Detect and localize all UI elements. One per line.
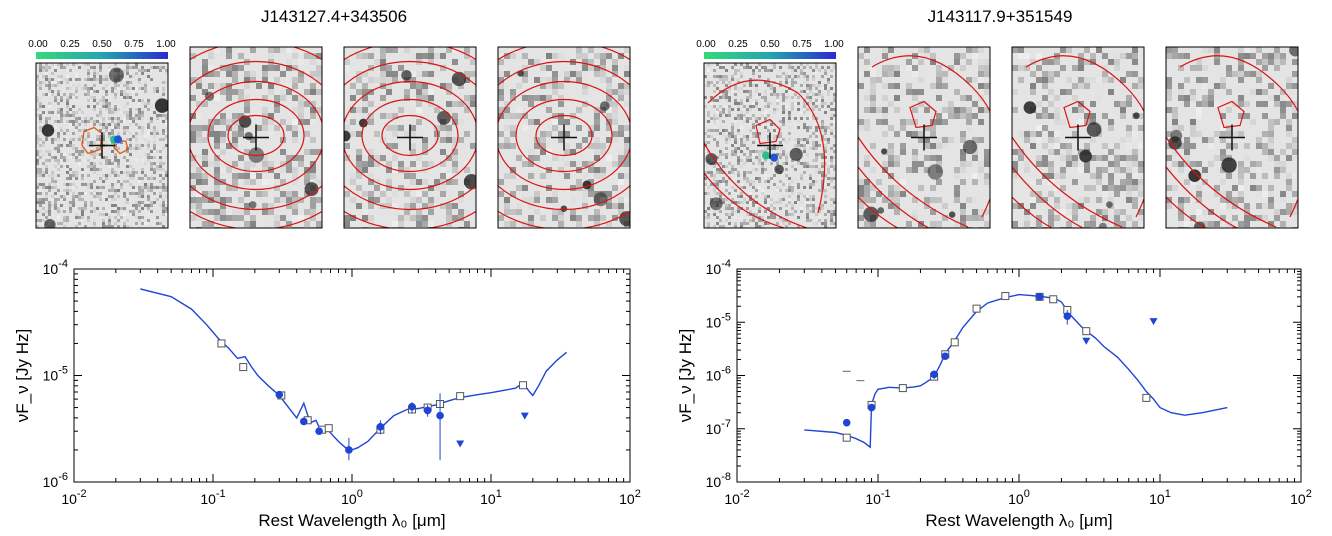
observed-point <box>1035 293 1044 301</box>
model-point <box>1049 295 1058 304</box>
x-tick-label: 102 <box>619 488 641 507</box>
thumbnail-frame <box>189 46 323 229</box>
y-tick-label: 10-4 <box>706 258 731 277</box>
upper-limit-marker <box>1149 318 1158 326</box>
colorbar-tick: 0.75 <box>792 39 812 50</box>
model-point <box>1142 393 1151 402</box>
model-point <box>239 363 248 372</box>
colorbar-tick: 0.50 <box>92 39 112 50</box>
x-tick-label: 100 <box>341 488 363 507</box>
observed-point <box>1063 312 1072 320</box>
y-tick-label: 10-5 <box>43 365 68 384</box>
image-thumbnail <box>1165 46 1299 229</box>
model-point <box>456 392 465 401</box>
thumbnail-frame <box>857 46 991 229</box>
colorbar-tick: 0.25 <box>728 39 748 50</box>
model-point <box>898 384 907 393</box>
colorbar-tick: 0.25 <box>60 39 80 50</box>
image-thumbnail <box>703 62 837 229</box>
observed-point <box>376 422 385 431</box>
x-tick-label: 10-2 <box>61 488 86 507</box>
image-thumbnails <box>35 46 1299 229</box>
image-thumbnail <box>857 46 991 229</box>
colorbar-left: 0.00 0.25 0.50 0.75 1.00 <box>28 39 176 59</box>
x-axis-label: Rest Wavelength λ₀ [μm] <box>925 511 1112 530</box>
observed-point <box>408 402 416 411</box>
thumbnail-frame <box>703 62 837 229</box>
x-tick-label: 102 <box>1290 488 1312 507</box>
image-thumbnail <box>189 46 323 229</box>
colorbar-tick: 0.00 <box>696 39 716 50</box>
image-thumbnail <box>497 46 631 229</box>
x-tick-label: 101 <box>480 488 502 507</box>
observed-point <box>867 403 876 412</box>
x-tick-label: 100 <box>1008 488 1030 507</box>
upper-limit-marker <box>1082 337 1091 345</box>
thumbnail-frame <box>497 46 631 229</box>
observed-point <box>941 352 950 361</box>
model-point <box>1082 327 1091 336</box>
image-thumbnail <box>35 62 169 229</box>
upper-limit-marker <box>456 440 465 448</box>
observed-point <box>423 406 432 415</box>
model-point <box>324 424 333 433</box>
y-axis-label: νF_ν [Jy Hz] <box>676 329 695 423</box>
observed-point <box>345 446 353 454</box>
thumbnail-frame <box>343 46 477 229</box>
model-point <box>519 381 528 390</box>
model-point <box>842 433 851 442</box>
plot-frame <box>736 268 1302 483</box>
thumbnail-frame <box>1165 46 1299 229</box>
upper-limit-marker <box>520 412 529 420</box>
colorbar-tick: 1.00 <box>824 39 844 50</box>
sed-plot-left: 10-2 10-1 100 101 102 10-6 10-5 10-4 Rest Wavele… <box>13 258 641 530</box>
thumbnail-frame <box>35 62 169 229</box>
observed-point <box>299 417 308 426</box>
observed-point <box>842 418 851 427</box>
thumbnail-frame <box>1011 46 1145 229</box>
sed-plot-right: 10-2 10-1 100 101 102 10-8 10-7 10-6 10-5 10-4 Res… <box>676 258 1312 530</box>
model-sed-curve <box>804 293 1228 449</box>
x-tick-label: 10-2 <box>724 488 749 507</box>
image-thumbnail <box>343 46 477 229</box>
model-point <box>217 339 226 348</box>
image-thumbnail <box>1011 46 1145 229</box>
colorbar-right: 0.00 0.25 0.50 0.75 1.00 <box>696 39 844 59</box>
colorbar-tick: 0.50 <box>760 39 780 50</box>
model-sed-curve <box>140 288 568 451</box>
colorbar-tick: 0.00 <box>28 39 48 50</box>
y-tick-label: 10-4 <box>43 258 68 277</box>
panel-title-left: J143127.4+343506 <box>261 7 407 26</box>
y-tick-label: 10-5 <box>706 311 731 330</box>
x-tick-label: 101 <box>1149 488 1171 507</box>
y-tick-label: 10-6 <box>706 365 731 384</box>
observed-point <box>315 427 323 435</box>
observed-point <box>275 390 284 399</box>
y-tick-label: 10-7 <box>706 418 731 437</box>
model-point <box>972 304 981 313</box>
x-tick-label: 10-1 <box>200 488 225 507</box>
observed-point <box>436 411 444 420</box>
observed-point <box>930 370 938 379</box>
panel-title-right: J143117.9+351549 <box>928 7 1073 26</box>
y-tick-label: 10-8 <box>706 471 731 490</box>
colorbar-tick: 1.00 <box>156 39 176 50</box>
y-tick-label: 10-6 <box>43 471 68 490</box>
x-tick-label: 10-1 <box>865 488 890 507</box>
model-point <box>950 338 959 347</box>
y-axis-label: νF_ν [Jy Hz] <box>13 329 32 423</box>
x-axis-label: Rest Wavelength λ₀ [μm] <box>258 511 445 530</box>
model-point <box>1001 292 1010 301</box>
colorbar-tick: 0.75 <box>124 39 144 50</box>
